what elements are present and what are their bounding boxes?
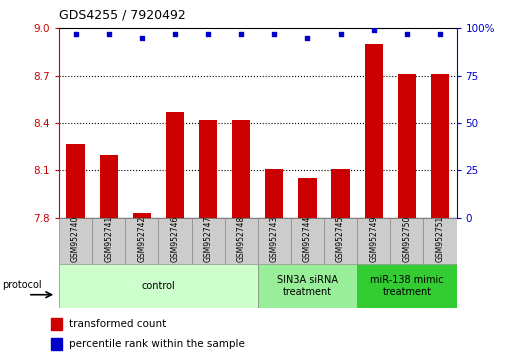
Point <box>337 31 345 37</box>
Text: GSM952746: GSM952746 <box>170 216 180 262</box>
Bar <box>423 218 457 264</box>
Bar <box>232 120 250 218</box>
Point <box>237 31 245 37</box>
Bar <box>258 264 357 308</box>
Bar <box>225 218 258 264</box>
Text: GSM952742: GSM952742 <box>137 216 146 262</box>
Text: GDS4255 / 7920492: GDS4255 / 7920492 <box>59 9 186 22</box>
Text: GSM952750: GSM952750 <box>402 216 411 262</box>
Bar <box>258 218 291 264</box>
Point <box>370 27 378 33</box>
Bar <box>59 218 92 264</box>
Text: GSM952749: GSM952749 <box>369 216 378 262</box>
Text: GSM952740: GSM952740 <box>71 216 80 262</box>
Point <box>270 31 279 37</box>
Bar <box>390 218 423 264</box>
Bar <box>365 44 383 218</box>
Text: protocol: protocol <box>3 280 42 290</box>
Bar <box>431 74 449 218</box>
Bar <box>299 178 317 218</box>
Text: percentile rank within the sample: percentile rank within the sample <box>69 339 245 349</box>
Bar <box>59 264 258 308</box>
Text: transformed count: transformed count <box>69 319 166 329</box>
Bar <box>67 143 85 218</box>
Bar <box>357 218 390 264</box>
Text: GSM952744: GSM952744 <box>303 216 312 262</box>
Point <box>403 31 411 37</box>
Text: SIN3A siRNA
treatment: SIN3A siRNA treatment <box>277 275 338 297</box>
Text: GSM952741: GSM952741 <box>104 216 113 262</box>
Text: miR-138 mimic
treatment: miR-138 mimic treatment <box>370 275 444 297</box>
Text: GSM952743: GSM952743 <box>270 216 279 262</box>
Bar <box>265 169 284 218</box>
Bar <box>100 155 118 218</box>
Point <box>137 35 146 41</box>
Bar <box>133 213 151 218</box>
Text: GSM952747: GSM952747 <box>204 216 212 262</box>
Bar <box>357 264 457 308</box>
Text: GSM952748: GSM952748 <box>236 216 246 262</box>
Bar <box>166 112 184 218</box>
Bar <box>125 218 159 264</box>
Bar <box>331 169 350 218</box>
Point <box>303 35 311 41</box>
Text: control: control <box>142 281 175 291</box>
Point <box>204 31 212 37</box>
Text: GSM952745: GSM952745 <box>336 216 345 262</box>
Text: GSM952751: GSM952751 <box>436 216 444 262</box>
Point <box>105 31 113 37</box>
Bar <box>92 218 125 264</box>
Point <box>436 31 444 37</box>
Bar <box>199 120 217 218</box>
Bar <box>191 218 225 264</box>
Point <box>71 31 80 37</box>
Bar <box>51 318 62 330</box>
Bar <box>324 218 357 264</box>
Bar <box>159 218 191 264</box>
Bar <box>398 74 416 218</box>
Bar <box>291 218 324 264</box>
Point <box>171 31 179 37</box>
Bar <box>51 338 62 350</box>
